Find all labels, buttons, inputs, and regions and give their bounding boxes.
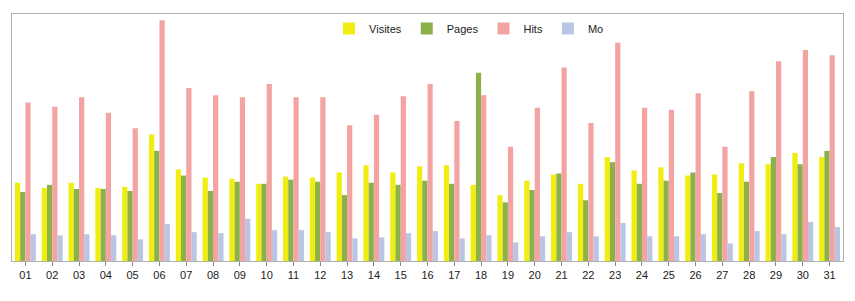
svg-text:02: 02 [46,269,58,281]
svg-text:29: 29 [770,269,782,281]
svg-text:22: 22 [582,269,594,281]
svg-text:18: 18 [475,269,487,281]
svg-text:21: 21 [555,269,567,281]
svg-text:19: 19 [502,269,514,281]
svg-text:27: 27 [716,269,728,281]
svg-text:03: 03 [73,269,85,281]
svg-text:04: 04 [100,269,112,281]
svg-text:23: 23 [609,269,621,281]
svg-text:10: 10 [261,269,273,281]
svg-text:11: 11 [288,269,299,281]
svg-text:09: 09 [234,269,246,281]
svg-text:20: 20 [529,269,541,281]
svg-text:06: 06 [153,269,165,281]
svg-text:25: 25 [663,269,675,281]
svg-text:05: 05 [127,269,139,281]
svg-text:26: 26 [689,269,701,281]
svg-text:30: 30 [797,269,809,281]
svg-text:Hits: Hits [523,23,542,35]
svg-text:31: 31 [823,269,835,281]
svg-text:24: 24 [636,269,648,281]
svg-text:16: 16 [421,269,433,281]
svg-text:Mo: Mo [588,23,603,35]
svg-text:01: 01 [19,269,31,281]
svg-text:14: 14 [368,269,380,281]
svg-text:08: 08 [207,269,219,281]
svg-text:12: 12 [314,269,326,281]
svg-text:28: 28 [743,269,755,281]
svg-text:17: 17 [448,269,460,281]
svg-text:13: 13 [341,269,353,281]
svg-text:07: 07 [180,269,192,281]
svg-text:15: 15 [395,269,407,281]
svg-text:Visites: Visites [369,23,402,35]
svg-text:Pages: Pages [447,23,479,35]
